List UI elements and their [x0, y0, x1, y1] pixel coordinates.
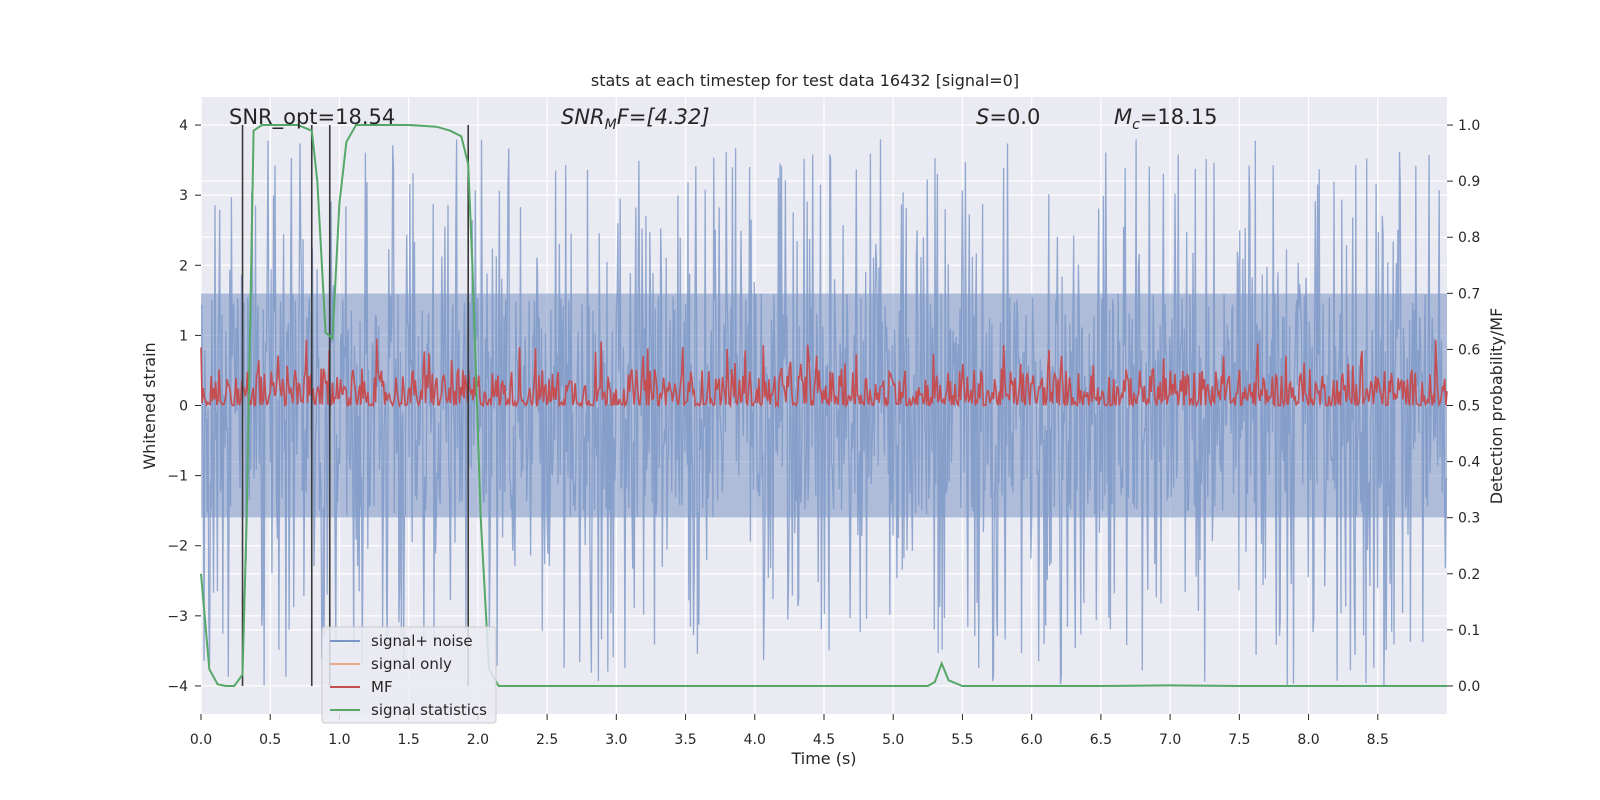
y-tick-label: 3 [179, 188, 188, 204]
vertical-markers [241, 125, 469, 686]
annotation-s-value: =0.0 [989, 105, 1040, 129]
y2-tick-label: 0.0 [1458, 679, 1480, 695]
x-tick-label: 7.5 [1228, 732, 1250, 748]
y2-axis-label: Detection probability/MF [1487, 308, 1506, 505]
y-tick-labels: 4 3 2 1 0 −1 −2 −3 −4 [167, 118, 201, 695]
x-tick-label: 1.0 [328, 732, 350, 748]
x-tick-label: 2.0 [467, 732, 489, 748]
x-tick-label: 6.0 [1021, 732, 1043, 748]
chart-title: stats at each timestep for test data 164… [591, 71, 1019, 90]
y-tick-label: 4 [179, 118, 188, 134]
y2-tick-label: 0.2 [1458, 567, 1480, 583]
x-tick-label: 3.0 [605, 732, 627, 748]
x-tick-label: 0.5 [259, 732, 281, 748]
x-tick-label: 2.5 [536, 732, 558, 748]
y-tick-label: −1 [167, 469, 188, 485]
y-tick-label: −3 [167, 609, 188, 625]
annotation-mc-symbol: M [1114, 105, 1132, 129]
annotation-snr-mf: SNRMF=[4.32] [561, 105, 710, 133]
y2-tick-label: 0.5 [1458, 399, 1480, 415]
annotation-s-symbol: S [976, 105, 989, 129]
y-axis-label: Whitened strain [140, 342, 159, 469]
y-tick-label: 2 [179, 258, 188, 274]
legend: signal+ noise signal only MF signal stat… [321, 626, 497, 724]
y-tick-label: −4 [167, 679, 188, 695]
annotation-snr-mf-value: F=[4.32] [617, 105, 710, 129]
y2-tick-label: 0.8 [1458, 230, 1480, 246]
y2-tick-label: 0.9 [1458, 174, 1480, 190]
annotation-snr-mf-symbol: SNR [561, 105, 605, 129]
y2-tick-label: 0.1 [1458, 623, 1480, 639]
legend-label-noise: signal+ noise [371, 632, 473, 650]
legend-label-signal-only: signal only [371, 655, 452, 673]
signal-statistics-line [200, 124, 1447, 687]
annotation-mc: Mc=18.15 [1114, 105, 1218, 133]
x-tick-label: 4.5 [813, 732, 835, 748]
y2-tick-labels: 1.0 0.9 0.8 0.7 0.6 0.5 0.4 0.3 0.2 0.1 0.0 [1447, 118, 1480, 695]
x-tick-labels: 0.0 0.5 1.0 1.5 2.0 2.5 3.0 3.5 4.0 4.5 5.0 5.5 6.0 6… [190, 714, 1389, 748]
x-tick-label: 1.5 [398, 732, 420, 748]
annotation-mc-subscript: c [1132, 117, 1140, 133]
annotation-snr-opt: SNR_opt=18.54 [229, 105, 395, 130]
legend-label-stat: signal statistics [371, 701, 487, 719]
series-mf [200, 338, 1448, 409]
x-tick-label: 5.5 [951, 732, 973, 748]
y2-tick-label: 0.7 [1458, 286, 1480, 302]
legend-box [321, 626, 497, 724]
annotation-snr-mf-subscript: M [605, 117, 617, 133]
x-tick-label: 3.5 [674, 732, 696, 748]
y2-tick-label: 0.4 [1458, 455, 1480, 471]
y2-tick-label: 0.3 [1458, 511, 1480, 527]
legend-label-mf: MF [371, 678, 393, 696]
x-tick-label: 6.5 [1090, 732, 1112, 748]
annotations: SNR_opt=18.54 SNRMF=[4.32] S=0.0 Mc=18.1… [229, 105, 1218, 133]
x-tick-label: 4.0 [744, 732, 766, 748]
x-tick-label: 8.5 [1367, 732, 1389, 748]
y2-tick-label: 1.0 [1458, 118, 1480, 134]
x-tick-label: 0.0 [190, 732, 212, 748]
series-signal-plus-noise [200, 139, 1448, 686]
y-tick-label: 0 [179, 399, 188, 415]
x-tick-label: 8.0 [1297, 732, 1319, 748]
x-axis-label: Time (s) [790, 749, 856, 768]
y2-tick-label: 0.6 [1458, 342, 1480, 358]
series-signal-statistics [200, 124, 1447, 687]
x-tick-label: 5.0 [882, 732, 904, 748]
y-tick-label: 1 [179, 328, 188, 344]
x-tick-label: 7.0 [1159, 732, 1181, 748]
annotation-mc-value: =18.15 [1140, 105, 1218, 129]
mf-line [200, 338, 1448, 409]
y-tick-label: −2 [167, 539, 188, 555]
annotation-s: S=0.0 [976, 105, 1040, 129]
